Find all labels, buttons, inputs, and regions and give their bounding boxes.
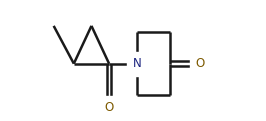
Text: O: O bbox=[195, 57, 204, 70]
Text: N: N bbox=[132, 57, 141, 70]
Text: O: O bbox=[105, 101, 114, 114]
